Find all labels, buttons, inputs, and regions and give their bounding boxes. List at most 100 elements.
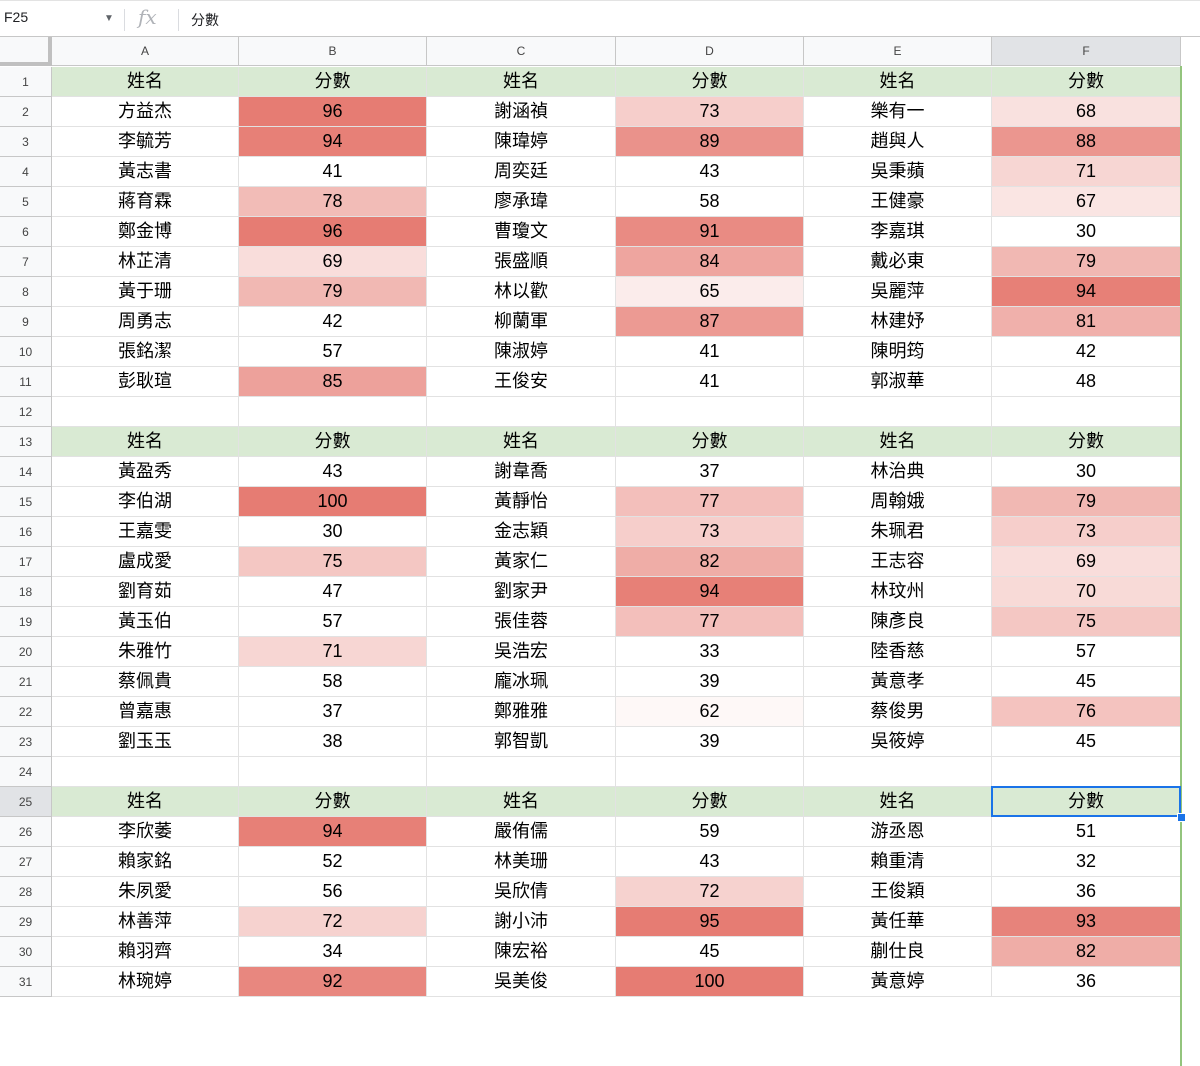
name-cell[interactable]: 林治典: [804, 457, 992, 487]
name-cell[interactable]: 郭智凱: [427, 727, 616, 757]
name-cell[interactable]: 林琬婷: [52, 967, 239, 997]
score-cell[interactable]: 94: [239, 127, 427, 157]
score-cell[interactable]: 93: [992, 907, 1181, 937]
name-cell[interactable]: 賴家銘: [52, 847, 239, 877]
score-cell[interactable]: 41: [239, 157, 427, 187]
row-header[interactable]: 12: [0, 397, 52, 427]
header-cell[interactable]: 分數: [239, 787, 427, 817]
score-cell[interactable]: 73: [616, 97, 804, 127]
name-cell[interactable]: 王俊安: [427, 367, 616, 397]
score-cell[interactable]: 42: [992, 337, 1181, 367]
score-cell[interactable]: [992, 397, 1181, 427]
name-cell[interactable]: 黃志書: [52, 157, 239, 187]
score-cell[interactable]: 92: [239, 967, 427, 997]
score-cell[interactable]: 96: [239, 217, 427, 247]
score-cell[interactable]: [239, 397, 427, 427]
name-cell[interactable]: [427, 757, 616, 787]
header-cell[interactable]: 姓名: [804, 67, 992, 97]
column-header-f[interactable]: F: [992, 37, 1181, 66]
name-cell[interactable]: 樂有一: [804, 97, 992, 127]
score-cell[interactable]: 58: [239, 667, 427, 697]
score-cell[interactable]: 57: [992, 637, 1181, 667]
row-header[interactable]: 30: [0, 937, 52, 967]
name-cell[interactable]: 龐冰珮: [427, 667, 616, 697]
score-cell[interactable]: 59: [616, 817, 804, 847]
name-cell[interactable]: [804, 757, 992, 787]
score-cell[interactable]: 36: [992, 877, 1181, 907]
score-cell[interactable]: 91: [616, 217, 804, 247]
row-header[interactable]: 1: [0, 67, 52, 97]
score-cell[interactable]: 51: [992, 817, 1181, 847]
score-cell[interactable]: 36: [992, 967, 1181, 997]
row-header[interactable]: 9: [0, 307, 52, 337]
name-cell[interactable]: 柳蘭軍: [427, 307, 616, 337]
row-header[interactable]: 8: [0, 277, 52, 307]
name-cell[interactable]: 張盛順: [427, 247, 616, 277]
name-cell[interactable]: 劉家尹: [427, 577, 616, 607]
row-header[interactable]: 16: [0, 517, 52, 547]
score-cell[interactable]: [616, 757, 804, 787]
row-header[interactable]: 13: [0, 427, 52, 457]
name-cell[interactable]: [804, 397, 992, 427]
row-header[interactable]: 25: [0, 787, 52, 817]
name-cell[interactable]: 蔡佩貴: [52, 667, 239, 697]
row-header[interactable]: 27: [0, 847, 52, 877]
row-header[interactable]: 26: [0, 817, 52, 847]
name-cell[interactable]: 周勇志: [52, 307, 239, 337]
header-cell[interactable]: 姓名: [52, 787, 239, 817]
column-header-b[interactable]: B: [239, 37, 427, 66]
name-cell[interactable]: 周翰娥: [804, 487, 992, 517]
name-cell[interactable]: 黃玉伯: [52, 607, 239, 637]
score-cell[interactable]: 33: [616, 637, 804, 667]
name-cell[interactable]: 李欣萎: [52, 817, 239, 847]
name-cell[interactable]: 謝小沛: [427, 907, 616, 937]
header-cell[interactable]: 姓名: [52, 67, 239, 97]
name-cell[interactable]: 王俊穎: [804, 877, 992, 907]
score-cell[interactable]: [616, 397, 804, 427]
score-cell[interactable]: 43: [239, 457, 427, 487]
score-cell[interactable]: 58: [616, 187, 804, 217]
score-cell[interactable]: 100: [616, 967, 804, 997]
score-cell[interactable]: 95: [616, 907, 804, 937]
row-header[interactable]: 5: [0, 187, 52, 217]
row-header[interactable]: 14: [0, 457, 52, 487]
score-cell[interactable]: 38: [239, 727, 427, 757]
score-cell[interactable]: 57: [239, 337, 427, 367]
row-header[interactable]: 17: [0, 547, 52, 577]
name-cell[interactable]: 蔣育霖: [52, 187, 239, 217]
name-cell[interactable]: 黃任華: [804, 907, 992, 937]
name-cell[interactable]: 嚴侑儒: [427, 817, 616, 847]
name-cell[interactable]: 陳瑋婷: [427, 127, 616, 157]
score-cell[interactable]: 81: [992, 307, 1181, 337]
name-cell[interactable]: 黃于珊: [52, 277, 239, 307]
score-cell[interactable]: 70: [992, 577, 1181, 607]
score-cell[interactable]: 82: [616, 547, 804, 577]
row-header[interactable]: 10: [0, 337, 52, 367]
name-box[interactable]: F25: [4, 9, 29, 25]
score-cell[interactable]: 30: [992, 217, 1181, 247]
name-cell[interactable]: 李伯湖: [52, 487, 239, 517]
name-cell[interactable]: 吳欣倩: [427, 877, 616, 907]
score-cell[interactable]: 57: [239, 607, 427, 637]
row-header[interactable]: 7: [0, 247, 52, 277]
score-cell[interactable]: 94: [616, 577, 804, 607]
name-cell[interactable]: 陳明筠: [804, 337, 992, 367]
score-cell[interactable]: 77: [616, 487, 804, 517]
name-cell[interactable]: 戴必東: [804, 247, 992, 277]
name-cell[interactable]: 黃意孝: [804, 667, 992, 697]
header-cell[interactable]: 姓名: [52, 427, 239, 457]
score-cell[interactable]: 43: [616, 847, 804, 877]
name-cell[interactable]: 陳彥良: [804, 607, 992, 637]
name-cell[interactable]: 張佳蓉: [427, 607, 616, 637]
name-cell[interactable]: 陳淑婷: [427, 337, 616, 367]
name-cell[interactable]: [52, 397, 239, 427]
score-cell[interactable]: 47: [239, 577, 427, 607]
score-cell[interactable]: 82: [992, 937, 1181, 967]
name-cell[interactable]: 林玟州: [804, 577, 992, 607]
name-cell[interactable]: 曹瓊文: [427, 217, 616, 247]
score-cell[interactable]: 100: [239, 487, 427, 517]
score-cell[interactable]: [239, 757, 427, 787]
score-cell[interactable]: 75: [992, 607, 1181, 637]
score-cell[interactable]: 89: [616, 127, 804, 157]
score-cell[interactable]: 65: [616, 277, 804, 307]
